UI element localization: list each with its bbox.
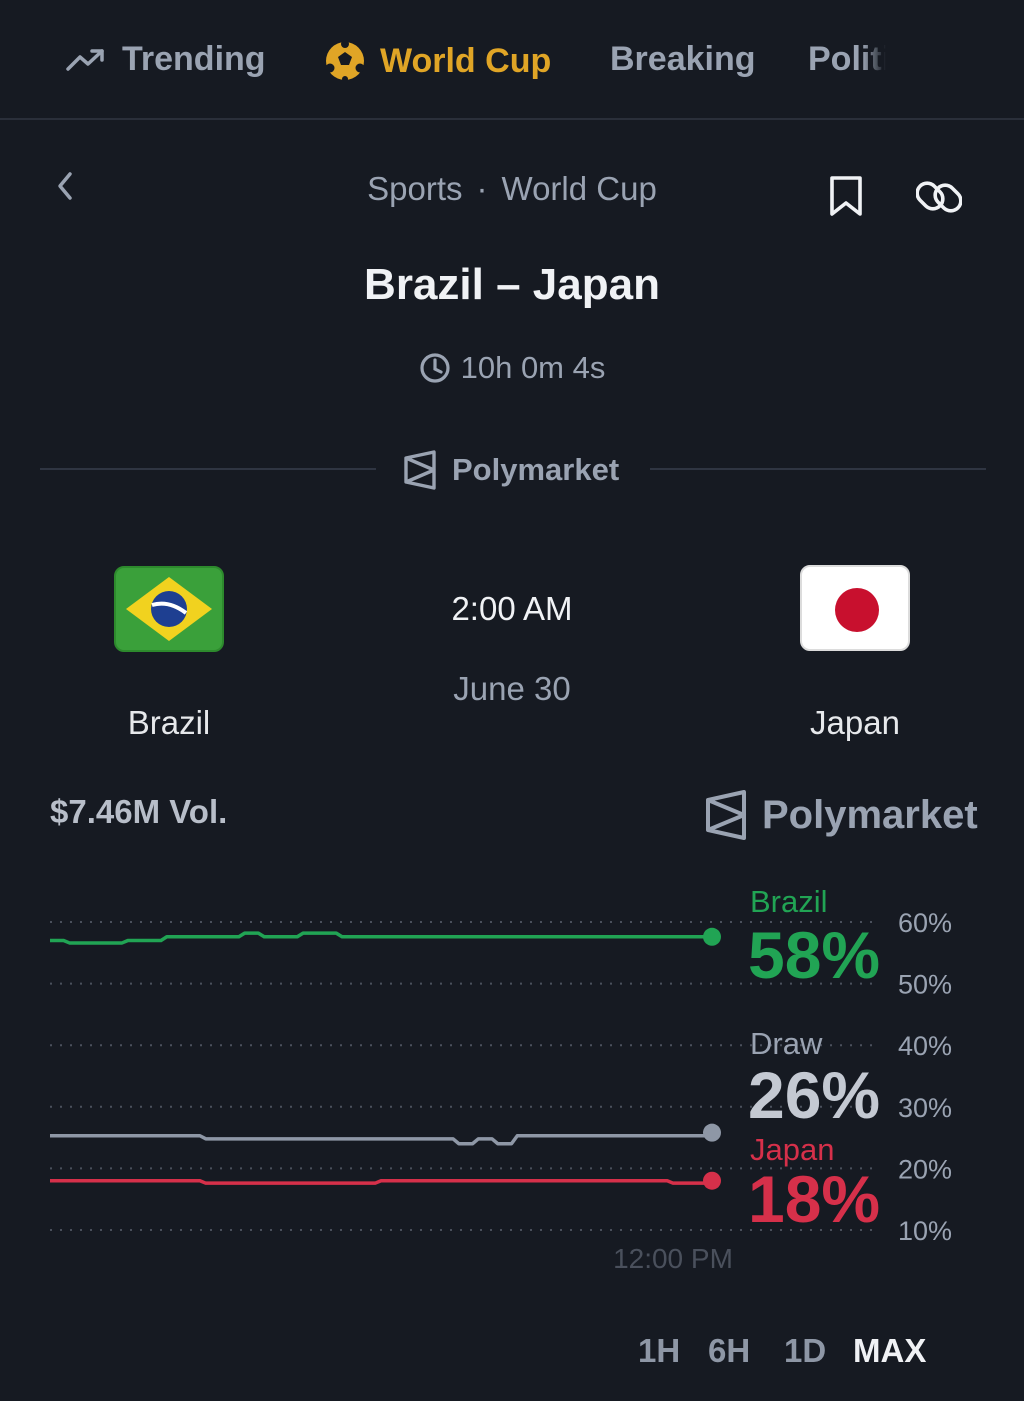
kickoff-time: 2:00 AM xyxy=(451,590,573,627)
nav-item-label: World Cup xyxy=(380,41,552,80)
series-line-draw xyxy=(50,1131,713,1146)
link-icon[interactable] xyxy=(916,174,962,220)
series-endpoint-draw xyxy=(703,1123,721,1142)
soccer-ball-icon xyxy=(325,40,365,82)
series-name-label: Japan xyxy=(750,1132,834,1167)
polymarket-icon xyxy=(706,790,746,840)
breadcrumb: Sports · World Cup xyxy=(0,170,1024,208)
series-name-label: Draw xyxy=(750,1026,823,1061)
y-tick-label: 30% xyxy=(898,1093,952,1123)
provider-name: Polymarket xyxy=(762,792,978,837)
y-tick-label: 40% xyxy=(898,1031,952,1061)
series-value-label: 18% xyxy=(748,1162,880,1236)
back-icon[interactable] xyxy=(50,168,86,204)
countdown-text: 10h 0m 4s xyxy=(460,350,606,385)
nav-item-breaking[interactable]: Breaking xyxy=(610,40,756,79)
provider-name: Polymarket xyxy=(452,452,620,487)
home-team-name: Brazil xyxy=(127,704,211,741)
away-team-name: Japan xyxy=(810,704,900,741)
range-tab-max[interactable]: MAX xyxy=(853,1332,927,1369)
y-tick-label: 60% xyxy=(898,908,952,938)
nav-item-label: Trending xyxy=(122,40,266,78)
breadcrumb-category[interactable]: Sports xyxy=(367,170,463,207)
trending-up-icon xyxy=(66,48,104,71)
event-title: Brazil – Japan xyxy=(364,260,660,309)
y-tick-label: 50% xyxy=(898,970,952,1000)
breadcrumb-subcategory[interactable]: World Cup xyxy=(501,170,657,207)
range-tab-1h[interactable]: 1H xyxy=(638,1332,681,1369)
y-tick-label: 20% xyxy=(898,1154,952,1184)
series-value-label: 58% xyxy=(748,918,880,992)
series-line-japan xyxy=(50,1178,713,1185)
volume: $7.46M Vol. xyxy=(50,793,228,830)
nav-item-politics[interactable]: Politics xyxy=(808,40,886,79)
breadcrumb-separator: · xyxy=(476,170,488,207)
range-tabs: 1H 6H 1D MAX xyxy=(0,1332,1024,1376)
series-value-label: 26% xyxy=(748,1058,880,1132)
series-endpoint-japan xyxy=(703,1171,721,1190)
provider-logo: Polymarket xyxy=(704,790,978,840)
divider xyxy=(650,468,986,470)
x-tick-label: 12:00 PM xyxy=(613,1243,733,1274)
range-tab-6h[interactable]: 6H xyxy=(708,1332,751,1369)
series-endpoint-brazil xyxy=(703,927,721,946)
bookmark-icon[interactable] xyxy=(826,174,866,218)
nav-item-world-cup[interactable]: World Cup xyxy=(324,40,551,82)
nav-item-trending[interactable]: Trending xyxy=(66,40,266,79)
japan-flag-icon xyxy=(800,565,910,651)
nav-item-label: Politics xyxy=(808,40,886,78)
y-tick-label: 10% xyxy=(898,1216,952,1246)
polymarket-icon xyxy=(404,450,436,490)
divider xyxy=(40,468,376,470)
nav-item-label: Breaking xyxy=(610,40,756,78)
kickoff-date: June 30 xyxy=(453,670,571,707)
clock-icon xyxy=(420,353,450,383)
countdown: 10h 0m 4s xyxy=(0,350,1024,386)
provider-badge: Polymarket xyxy=(402,450,619,490)
brazil-flag-icon xyxy=(114,566,224,652)
series-name-label: Brazil xyxy=(750,884,828,919)
top-navigation: Trending World Cup Breaking Politics xyxy=(0,0,1024,120)
range-tab-1d[interactable]: 1D xyxy=(784,1332,827,1369)
series-line-brazil xyxy=(50,931,712,945)
